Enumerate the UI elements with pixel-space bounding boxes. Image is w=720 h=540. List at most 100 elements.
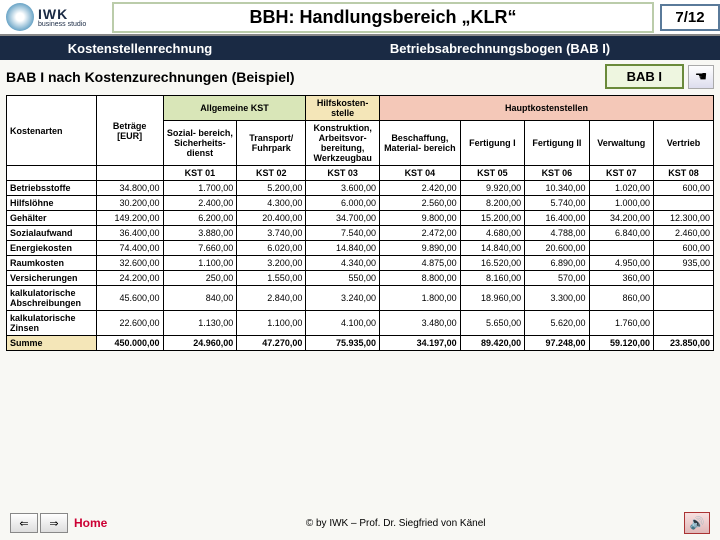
cell: 4.100,00 [306, 311, 380, 336]
group-haupt: Hauptkostenstellen [380, 96, 714, 121]
hdr-c3: Transport/ Fuhrpark [237, 121, 306, 166]
kst-05: KST 05 [460, 166, 524, 181]
group-hilfs: Hilfskosten- stelle [306, 96, 380, 121]
cell: 6.020,00 [237, 241, 306, 256]
cell: 1.020,00 [589, 181, 653, 196]
hdr-c7: Fertigung II [525, 121, 589, 166]
hdr-c6: Fertigung I [460, 121, 524, 166]
cell: 36.400,00 [96, 226, 163, 241]
cell: 1.700,00 [163, 181, 237, 196]
table-row: Raumkosten32.600,001.100,003.200,004.340… [7, 256, 714, 271]
cell: 860,00 [589, 286, 653, 311]
cell: 3.600,00 [306, 181, 380, 196]
table-row: Versicherungen24.200,00250,001.550,00550… [7, 271, 714, 286]
row-label: kalkulatorische Abschreibungen [7, 286, 97, 311]
hdr-c5: Beschaffung, Material- bereich [380, 121, 461, 166]
cell: 2.400,00 [163, 196, 237, 211]
kst-row: KST 01 KST 02 KST 03 KST 04 KST 05 KST 0… [7, 166, 714, 181]
cell: 7.660,00 [163, 241, 237, 256]
cell: 20.600,00 [525, 241, 589, 256]
cell: 45.600,00 [96, 286, 163, 311]
cell [654, 286, 714, 311]
cell: 14.840,00 [306, 241, 380, 256]
kst-04: KST 04 [380, 166, 461, 181]
cell: 1.100,00 [237, 311, 306, 336]
sum-row: Summe 450.000,00 24.960,00 47.270,00 75.… [7, 336, 714, 351]
subheader-left: Kostenstellenrechnung [0, 41, 280, 56]
table-row: Energiekosten74.400,007.660,006.020,0014… [7, 241, 714, 256]
cell: 16.400,00 [525, 211, 589, 226]
hdr-c8: Verwaltung [589, 121, 653, 166]
cell [654, 311, 714, 336]
cell: 8.160,00 [460, 271, 524, 286]
cell: 3.240,00 [306, 286, 380, 311]
cell: 4.950,00 [589, 256, 653, 271]
hdr-betraege: Beträge [EUR] [96, 96, 163, 166]
copyright: © by IWK – Prof. Dr. Siegfried von Känel [107, 518, 684, 529]
group-header-row: Kostenarten Beträge [EUR] Allgemeine KST… [7, 96, 714, 121]
row-label: Sozialaufwand [7, 226, 97, 241]
cell: 4.680,00 [460, 226, 524, 241]
cell: 1.130,00 [163, 311, 237, 336]
cell: 4.300,00 [237, 196, 306, 211]
kst-02: KST 02 [237, 166, 306, 181]
kst-03: KST 03 [306, 166, 380, 181]
cell: 10.340,00 [525, 181, 589, 196]
cell: 2.560,00 [380, 196, 461, 211]
cell: 2.472,00 [380, 226, 461, 241]
table-row: kalkulatorische Abschreibungen45.600,008… [7, 286, 714, 311]
footer: ⇐ ⇒ Home © by IWK – Prof. Dr. Siegfried … [0, 512, 720, 534]
subheader-right: Betriebsabrechnungsbogen (BAB I) [280, 41, 720, 56]
cell: 30.200,00 [96, 196, 163, 211]
hdr-kostenarten: Kostenarten [7, 96, 97, 166]
kst-08: KST 08 [654, 166, 714, 181]
cell: 4.875,00 [380, 256, 461, 271]
kst-01: KST 01 [163, 166, 237, 181]
cell: 34.700,00 [306, 211, 380, 226]
cell: 7.540,00 [306, 226, 380, 241]
cell: 34.200,00 [589, 211, 653, 226]
group-allgemeine: Allgemeine KST [163, 96, 306, 121]
cell: 3.480,00 [380, 311, 461, 336]
home-link[interactable]: Home [74, 516, 107, 530]
row-label: Raumkosten [7, 256, 97, 271]
table-row: Gehälter149.200,006.200,0020.400,0034.70… [7, 211, 714, 226]
sound-icon[interactable]: 🔊 [684, 512, 710, 534]
cell: 8.200,00 [460, 196, 524, 211]
cell: 840,00 [163, 286, 237, 311]
next-button[interactable]: ⇒ [40, 513, 68, 533]
kst-07: KST 07 [589, 166, 653, 181]
cell: 2.840,00 [237, 286, 306, 311]
cell [654, 271, 714, 286]
cell: 8.800,00 [380, 271, 461, 286]
cell: 9.890,00 [380, 241, 461, 256]
prev-button[interactable]: ⇐ [10, 513, 38, 533]
cell: 16.520,00 [460, 256, 524, 271]
cell: 4.340,00 [306, 256, 380, 271]
cell: 2.460,00 [654, 226, 714, 241]
cell: 5.650,00 [460, 311, 524, 336]
cell: 32.600,00 [96, 256, 163, 271]
cell: 360,00 [589, 271, 653, 286]
logo-sub: business studio [38, 21, 86, 28]
cell: 3.200,00 [237, 256, 306, 271]
cell: 6.890,00 [525, 256, 589, 271]
kst-06: KST 06 [525, 166, 589, 181]
bab-button[interactable]: BAB I [605, 64, 684, 89]
cell: 1.000,00 [589, 196, 653, 211]
cell: 570,00 [525, 271, 589, 286]
cell: 5.200,00 [237, 181, 306, 196]
cell: 1.550,00 [237, 271, 306, 286]
cell: 4.788,00 [525, 226, 589, 241]
cell: 20.400,00 [237, 211, 306, 226]
hdr-c4: Konstruktion, Arbeitsvor- bereitung, Wer… [306, 121, 380, 166]
cell: 2.420,00 [380, 181, 461, 196]
logo-badge-icon [6, 3, 34, 31]
table-row: Hilfslöhne30.200,002.400,004.300,006.000… [7, 196, 714, 211]
cell: 6.000,00 [306, 196, 380, 211]
cell: 15.200,00 [460, 211, 524, 226]
page-indicator: 7/12 [660, 4, 720, 31]
bab-table: Kostenarten Beträge [EUR] Allgemeine KST… [6, 95, 714, 351]
table-row: Betriebsstoffe34.800,001.700,005.200,003… [7, 181, 714, 196]
pointer-icon[interactable]: ☚ [688, 65, 714, 89]
